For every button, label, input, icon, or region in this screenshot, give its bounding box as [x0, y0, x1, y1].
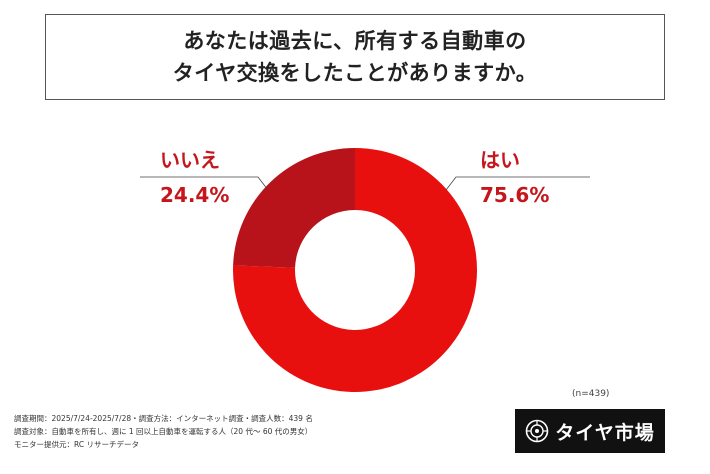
slice-label-yes: はい: [480, 148, 520, 172]
slice-no: [233, 148, 355, 268]
footer-line-1: 調査期間：2025/7/24-2025/7/28・調査方法：インターネット調査・…: [14, 414, 313, 423]
brand-logo: タイヤ市場: [515, 409, 665, 453]
tire-icon: [525, 419, 549, 443]
question-title-line-2: タイヤ交換をしたことがありますか。: [172, 61, 538, 85]
slice-value-no: 24.4%: [160, 183, 230, 207]
footer-line-3: モニター提供元：RC リサーチデータ: [14, 440, 139, 449]
question-title-box: あなたは過去に、所有する自動車の タイヤ交換をしたことがありますか。: [45, 14, 665, 100]
slice-yes: [233, 148, 477, 392]
footer-line-2: 調査対象：自動車を所有し、週に 1 回以上自動車を運転する人（20 代～ 60 …: [14, 427, 313, 436]
sample-size-note: (n=439): [572, 389, 610, 399]
logo-text: タイヤ市場: [555, 421, 655, 444]
slice-label-no: いいえ: [160, 148, 220, 172]
callout-yes: はい 75.6%: [480, 144, 549, 207]
leader-line-no: [140, 176, 269, 191]
callout-no: いいえ 24.4%: [160, 144, 229, 207]
survey-footer: 調査期間：2025/7/24-2025/7/28・調査方法：インターネット調査・…: [14, 412, 313, 451]
slice-value-yes: 75.6%: [480, 183, 550, 207]
leader-line-yes: [445, 176, 590, 191]
question-title-line-1: あなたは過去に、所有する自動車の: [183, 29, 527, 53]
